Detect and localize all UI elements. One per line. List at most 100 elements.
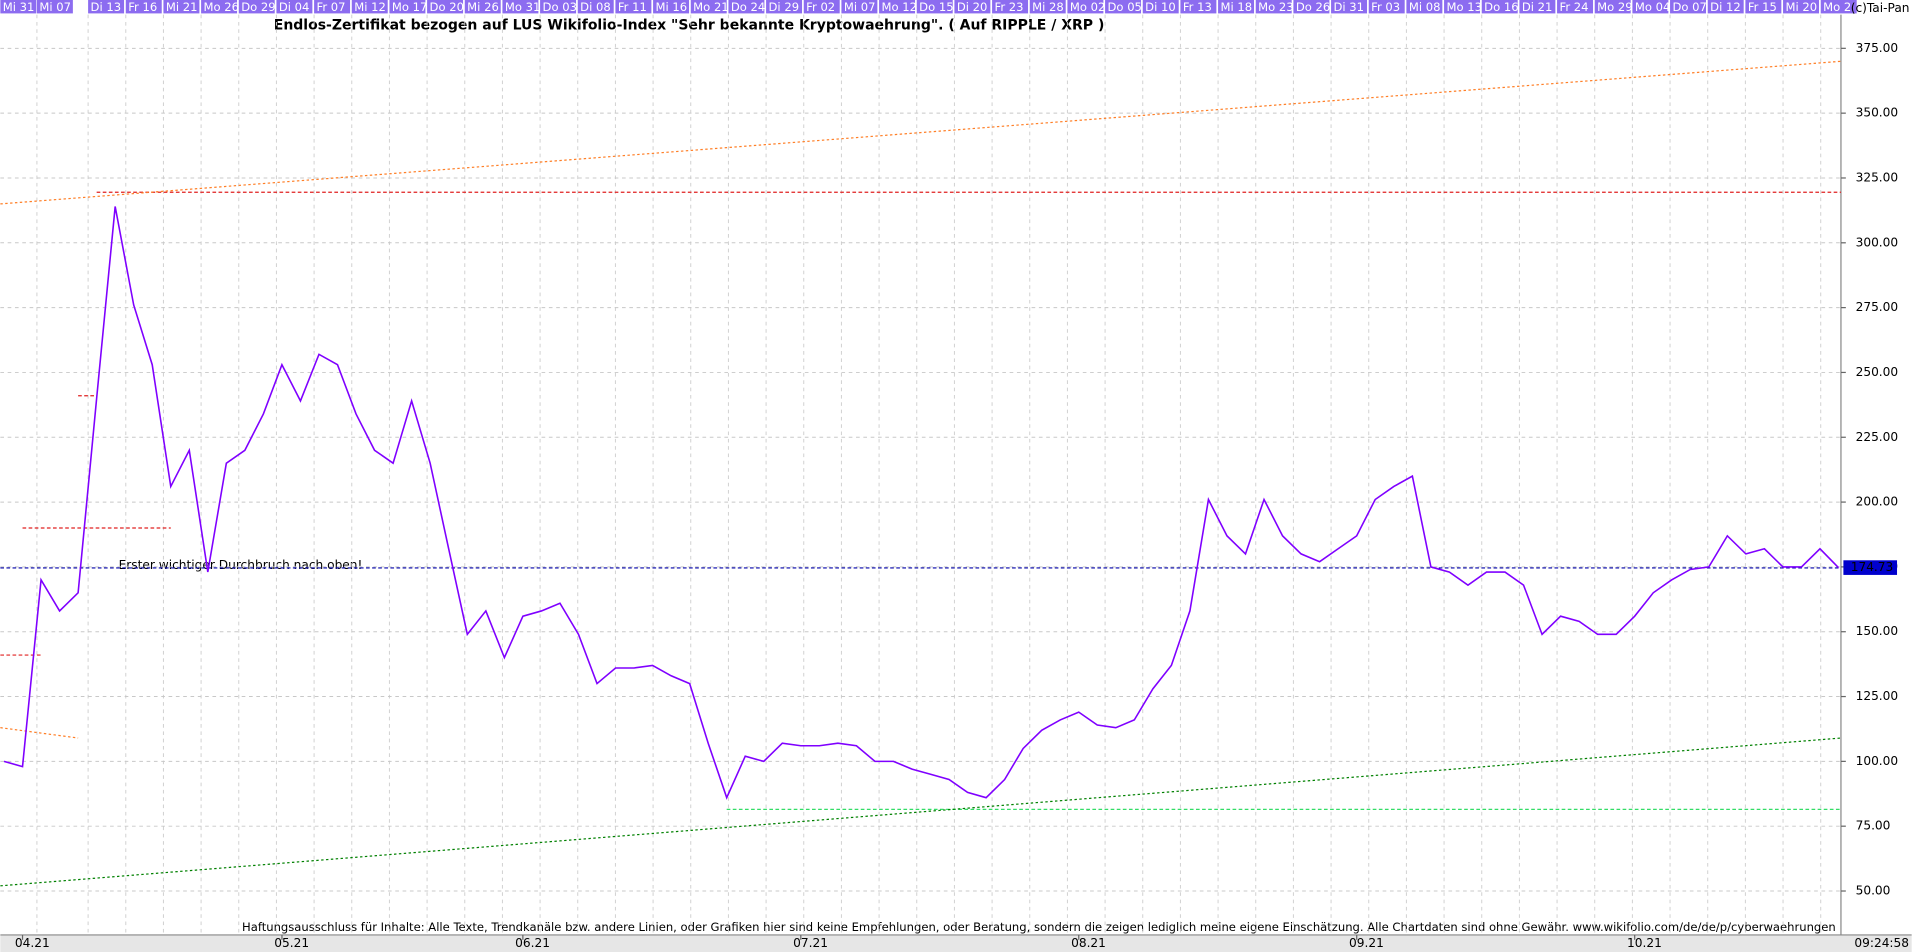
date-label: Do 07 xyxy=(1672,0,1706,14)
date-label: Mi 07 xyxy=(844,0,876,14)
date-cell xyxy=(1142,0,1179,14)
date-label: Do 24 xyxy=(731,0,765,14)
date-cell xyxy=(276,0,313,14)
date-label: Di 20 xyxy=(957,0,988,14)
y-tick-label: 50.00 xyxy=(1856,884,1891,898)
x-tick-label: 09.21 xyxy=(1349,936,1384,950)
date-label: Mi 18 xyxy=(1221,0,1253,14)
price-line xyxy=(3,206,1840,800)
date-cell xyxy=(0,0,37,14)
y-tick-label: 350.00 xyxy=(1856,106,1899,120)
date-label: Do 20 xyxy=(430,0,464,14)
x-tick-label: 10.21 xyxy=(1627,936,1662,950)
date-cell xyxy=(1519,0,1556,14)
x-tick-label: 08.21 xyxy=(1071,936,1106,950)
x-tick-label: 05.21 xyxy=(274,936,309,950)
date-cell xyxy=(1594,0,1631,14)
date-cell xyxy=(125,0,162,14)
date-cell xyxy=(1331,0,1368,14)
date-label: Mi 31 xyxy=(3,0,35,14)
date-cell xyxy=(1670,0,1707,14)
date-cell xyxy=(841,0,878,14)
date-cell xyxy=(464,0,501,14)
date-cell xyxy=(916,0,953,14)
date-label: Mi 20 xyxy=(1785,0,1817,14)
date-label: Mi 26 xyxy=(467,0,499,14)
date-label: Fr 23 xyxy=(995,0,1024,14)
date-label: Do 16 xyxy=(1484,0,1518,14)
date-label: Fr 11 xyxy=(618,0,647,14)
price-tag-label: 174.73 xyxy=(1851,560,1894,574)
date-cell xyxy=(314,0,351,14)
date-label: Di 29 xyxy=(769,0,800,14)
date-cell xyxy=(502,0,539,14)
date-cell xyxy=(36,0,73,14)
date-cell xyxy=(1180,0,1217,14)
date-label: Mi 21 xyxy=(166,0,198,14)
date-cell xyxy=(803,0,840,14)
date-cell xyxy=(992,0,1029,14)
date-label: Do 26 xyxy=(1296,0,1330,14)
y-tick-label: 225.00 xyxy=(1856,430,1899,444)
date-cell xyxy=(1632,0,1669,14)
x-tick-label: 07.21 xyxy=(793,936,828,950)
date-label: Mo 02 xyxy=(1070,0,1105,14)
date-label: Di 04 xyxy=(279,0,310,14)
date-label: Di 10 xyxy=(1145,0,1176,14)
date-cell xyxy=(1481,0,1518,14)
date-cell xyxy=(1406,0,1443,14)
timestamp: 09:24:58 xyxy=(1854,936,1909,950)
y-tick-label: 75.00 xyxy=(1856,819,1891,833)
date-cell xyxy=(88,0,125,14)
y-tick-label: 300.00 xyxy=(1856,235,1899,249)
date-cell xyxy=(1029,0,1066,14)
date-cell xyxy=(1820,0,1857,14)
x-tick-label: 06.21 xyxy=(515,936,550,950)
date-label: Di 08 xyxy=(580,0,611,14)
date-cell xyxy=(1105,0,1142,14)
date-label: Di 31 xyxy=(1334,0,1365,14)
chart-title: Endlos-Zertifikat bezogen auf LUS Wikifo… xyxy=(274,18,1105,34)
date-cell xyxy=(351,0,388,14)
date-cell xyxy=(690,0,727,14)
date-cell xyxy=(1218,0,1255,14)
trend-line xyxy=(0,727,79,739)
date-label: Fr 16 xyxy=(128,0,157,14)
date-cell xyxy=(1067,0,1104,14)
date-label: Mi 28 xyxy=(1032,0,1064,14)
y-tick-label: 200.00 xyxy=(1856,495,1899,509)
date-cell xyxy=(653,0,690,14)
footer: Haftungsausschluss für Inhalte: Alle Tex… xyxy=(242,920,1836,934)
date-label: Fr 13 xyxy=(1183,0,1212,14)
date-label: Do 15 xyxy=(919,0,953,14)
date-label: Do 05 xyxy=(1108,0,1142,14)
copyright: (c)Tai-Pan xyxy=(1851,1,1910,15)
date-cell xyxy=(1707,0,1744,14)
date-label: Mo 04 xyxy=(1635,0,1670,14)
date-cell xyxy=(728,0,765,14)
date-cell xyxy=(1444,0,1481,14)
date-label: Di 13 xyxy=(91,0,122,14)
date-cell xyxy=(577,0,614,14)
date-cell xyxy=(1783,0,1820,14)
date-cell xyxy=(163,0,200,14)
x-axis-strip xyxy=(0,934,1912,952)
date-cell xyxy=(1368,0,1405,14)
date-strip: Mi 31 Mi 07 Di 13 Fr 16 Mi 21 Mo 26 Do 29 Di 04… xyxy=(0,0,1857,14)
trend-line xyxy=(0,737,1842,887)
price-tag xyxy=(1843,560,1898,575)
date-label: Di 12 xyxy=(1710,0,1741,14)
date-cell xyxy=(1293,0,1330,14)
date-label: Do 29 xyxy=(241,0,275,14)
date-label: Mo 26 xyxy=(204,0,240,14)
date-cell xyxy=(389,0,426,14)
date-cell xyxy=(615,0,652,14)
date-label: Mo 31 xyxy=(505,0,541,14)
y-tick-label: 275.00 xyxy=(1856,300,1899,314)
date-label: Mi 12 xyxy=(354,0,386,14)
date-label: Do 03 xyxy=(543,0,577,14)
date-label: Mo 2 xyxy=(1823,0,1851,14)
trend-line xyxy=(0,60,1842,205)
date-cell xyxy=(1557,0,1594,14)
